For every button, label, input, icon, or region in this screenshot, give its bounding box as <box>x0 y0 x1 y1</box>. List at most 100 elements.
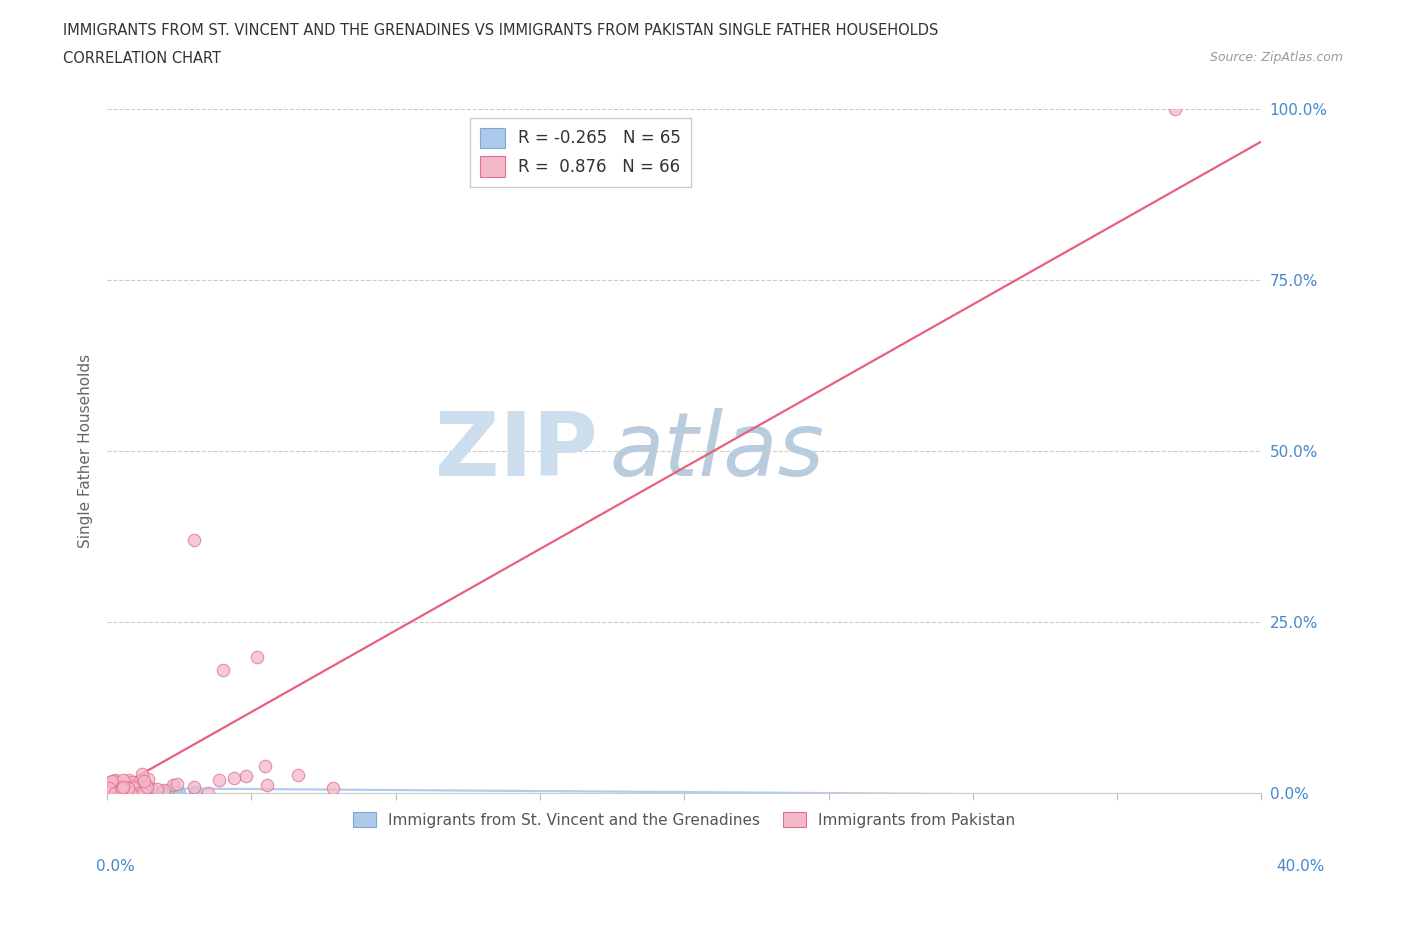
Point <box>253 759 276 774</box>
Point <box>287 768 309 783</box>
Point <box>100 784 122 799</box>
Text: ZIP: ZIP <box>434 408 598 495</box>
Point <box>108 779 131 794</box>
Point <box>111 785 134 800</box>
Point <box>235 768 257 783</box>
Point <box>103 777 125 792</box>
Point <box>101 785 124 800</box>
Point <box>162 778 184 793</box>
Point <box>134 786 156 801</box>
Point <box>107 784 129 799</box>
Point <box>97 783 120 798</box>
Point <box>128 786 150 801</box>
Point <box>97 784 120 799</box>
Text: Source: ZipAtlas.com: Source: ZipAtlas.com <box>1209 51 1343 64</box>
Point <box>104 782 127 797</box>
Point <box>138 771 160 786</box>
Text: atlas: atlas <box>609 408 824 495</box>
Point <box>165 785 187 800</box>
Point <box>124 782 146 797</box>
Point <box>104 785 127 800</box>
Point <box>207 773 229 788</box>
Point <box>111 786 134 801</box>
Point <box>103 785 125 800</box>
Point <box>120 786 142 801</box>
Point <box>211 663 233 678</box>
Point <box>108 784 131 799</box>
Point <box>322 780 344 795</box>
Point <box>101 785 124 800</box>
Point <box>153 783 176 798</box>
Point <box>97 783 120 798</box>
Point <box>112 780 135 795</box>
Point <box>97 785 120 800</box>
Point <box>122 785 145 800</box>
Point <box>183 533 205 548</box>
Point <box>166 777 188 791</box>
Point <box>125 782 148 797</box>
Text: 0.0%: 0.0% <box>96 859 135 874</box>
Point <box>98 784 121 799</box>
Point <box>104 774 127 789</box>
Text: CORRELATION CHART: CORRELATION CHART <box>63 51 221 66</box>
Point <box>110 783 132 798</box>
Point <box>98 783 121 798</box>
Point <box>122 785 145 800</box>
Point <box>108 786 131 801</box>
Point <box>107 786 129 801</box>
Point <box>111 783 134 798</box>
Y-axis label: Single Father Households: Single Father Households <box>79 354 93 549</box>
Point <box>107 785 129 800</box>
Point <box>114 783 136 798</box>
Point <box>1164 102 1187 117</box>
Point <box>108 780 131 795</box>
Point <box>105 782 128 797</box>
Point <box>122 781 145 796</box>
Point <box>117 785 139 800</box>
Point <box>136 780 159 795</box>
Point <box>167 786 190 801</box>
Point <box>112 783 135 798</box>
Point <box>98 786 121 801</box>
Point <box>107 783 129 798</box>
Point <box>118 772 141 787</box>
Point <box>134 774 156 789</box>
Legend: Immigrants from St. Vincent and the Grenadines, Immigrants from Pakistan: Immigrants from St. Vincent and the Gren… <box>347 805 1022 833</box>
Point <box>114 781 136 796</box>
Point <box>125 785 148 800</box>
Point <box>184 785 207 800</box>
Point <box>97 781 120 796</box>
Point <box>145 782 167 797</box>
Text: 40.0%: 40.0% <box>1277 859 1324 874</box>
Point <box>120 786 142 801</box>
Point <box>100 783 122 798</box>
Point <box>97 786 120 801</box>
Point <box>101 781 124 796</box>
Point <box>110 785 132 800</box>
Point <box>104 772 127 787</box>
Point <box>112 782 135 797</box>
Point <box>131 779 153 794</box>
Point <box>139 781 162 796</box>
Point <box>127 782 149 797</box>
Point <box>108 786 131 801</box>
Point <box>98 785 121 800</box>
Point <box>112 786 135 801</box>
Point <box>224 771 246 786</box>
Text: IMMIGRANTS FROM ST. VINCENT AND THE GRENADINES VS IMMIGRANTS FROM PAKISTAN SINGL: IMMIGRANTS FROM ST. VINCENT AND THE GREN… <box>63 23 939 38</box>
Point <box>108 786 131 801</box>
Point <box>115 785 138 800</box>
Point <box>112 783 135 798</box>
Point <box>121 775 143 790</box>
Point <box>107 783 129 798</box>
Point <box>111 772 134 787</box>
Point <box>98 783 121 798</box>
Point <box>101 774 124 789</box>
Point <box>114 781 136 796</box>
Point <box>107 786 129 801</box>
Point <box>138 786 160 801</box>
Point <box>134 782 156 797</box>
Point <box>111 782 134 797</box>
Point <box>98 775 121 790</box>
Point <box>97 786 120 801</box>
